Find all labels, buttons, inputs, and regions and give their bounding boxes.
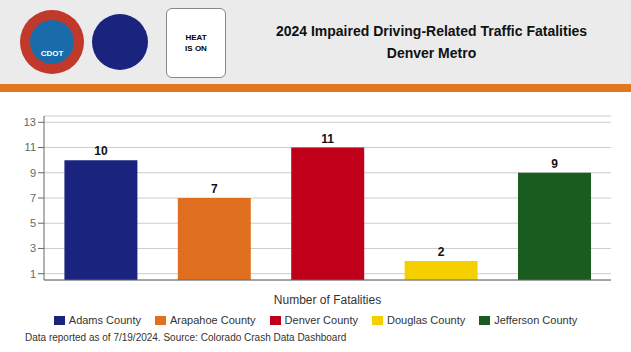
svg-text:Number of Fatalities: Number of Fatalities bbox=[274, 293, 381, 307]
html-text:Arapahoe County: Arapahoe County bbox=[170, 314, 256, 326]
html-text:Denver Metro: Denver Metro bbox=[386, 45, 477, 61]
html-text:Denver County: Denver County bbox=[284, 314, 358, 326]
html-text:Jefferson County: Jefferson County bbox=[494, 314, 578, 326]
svg-text:2: 2 bbox=[438, 245, 445, 259]
svg-text:9: 9 bbox=[30, 167, 36, 179]
html-text:Data reported as of 7/19/2024.: Data reported as of 7/19/2024. Source: C… bbox=[25, 332, 347, 343]
svg-text:3: 3 bbox=[30, 242, 36, 254]
html-text:Douglas County: Douglas County bbox=[387, 314, 466, 326]
svg-text:10: 10 bbox=[94, 144, 108, 158]
svg-text:11: 11 bbox=[321, 132, 334, 146]
svg-text:7: 7 bbox=[211, 182, 218, 196]
html-text:HEAT: HEAT bbox=[185, 33, 207, 42]
html-text:2024 Impaired Driving-Related: 2024 Impaired Driving-Related Traffic Fa… bbox=[275, 23, 588, 39]
svg-text:5: 5 bbox=[30, 217, 36, 229]
svg-text:1: 1 bbox=[30, 268, 36, 280]
svg-text:7: 7 bbox=[30, 192, 36, 204]
svg-text:9: 9 bbox=[551, 157, 558, 171]
svg-text:11: 11 bbox=[25, 141, 36, 153]
html-text:Adams County: Adams County bbox=[68, 314, 141, 326]
html-text:IS ON: IS ON bbox=[185, 44, 207, 53]
html-text:CDOT: CDOT bbox=[40, 49, 64, 58]
svg-text:13: 13 bbox=[24, 116, 36, 128]
